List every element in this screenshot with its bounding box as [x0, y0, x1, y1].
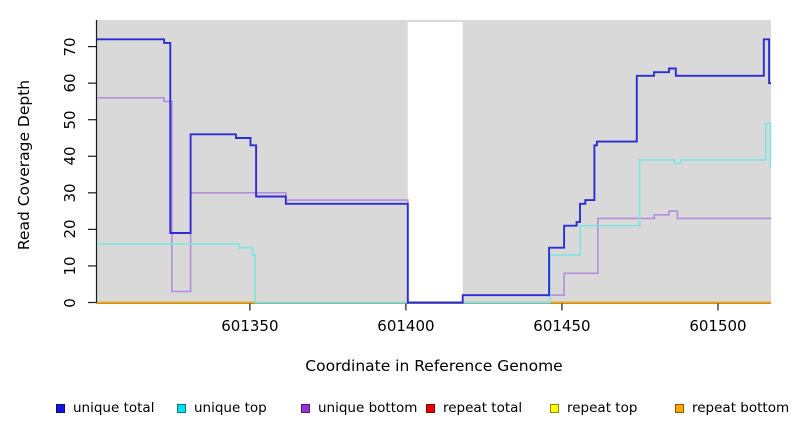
- x-tick-label: 601500: [689, 317, 747, 335]
- legend-label: unique top: [194, 400, 267, 416]
- legend-item-unique-bottom: unique bottom: [301, 399, 417, 417]
- y-axis-title: Read Coverage Depth: [15, 79, 33, 251]
- legend-swatch-unique-bottom: [301, 403, 310, 413]
- masked-gap: [407, 22, 463, 303]
- legend-item-unique-top: unique top: [177, 399, 267, 417]
- y-tick-label: 70: [61, 37, 79, 57]
- y-tick-label: 50: [61, 110, 79, 130]
- x-tick-label: 601450: [533, 317, 591, 335]
- legend-label: repeat top: [567, 400, 638, 416]
- y-tick-label: 30: [61, 183, 79, 203]
- legend-swatch-repeat-bottom: [675, 403, 684, 413]
- legend-swatch-unique-top: [177, 403, 186, 413]
- y-tick-label: 40: [61, 146, 79, 166]
- legend-item-repeat-total: repeat total: [426, 399, 522, 417]
- series-unique-top: [97, 122, 772, 304]
- y-tick-label: 20: [61, 219, 79, 239]
- y-tick-label: 10: [61, 256, 79, 276]
- legend-item-repeat-top: repeat top: [550, 399, 637, 417]
- series-unique-total: [97, 38, 771, 304]
- legend-swatch-unique-total: [56, 403, 65, 413]
- legend-label: unique bottom: [318, 400, 418, 416]
- legend-swatch-repeat-total: [426, 403, 435, 413]
- y-tick-label: 0: [61, 297, 79, 308]
- legend-item-repeat-bottom: repeat bottom: [675, 399, 789, 417]
- y-tick-label: 60: [61, 73, 79, 93]
- x-tick-label: 601350: [221, 317, 279, 335]
- legend: unique total unique top unique bottom repea…: [0, 399, 792, 419]
- x-tick-label: 601400: [377, 317, 435, 335]
- legend-label: repeat bottom: [692, 400, 790, 416]
- legend-swatch-repeat-top: [550, 403, 559, 413]
- legend-label: unique total: [73, 400, 155, 416]
- plot-area: [88, 20, 772, 311]
- legend-item-unique-total: unique total: [56, 399, 154, 417]
- x-axis-title: Coordinate in Reference Genome: [305, 357, 563, 375]
- legend-label: repeat total: [443, 400, 523, 416]
